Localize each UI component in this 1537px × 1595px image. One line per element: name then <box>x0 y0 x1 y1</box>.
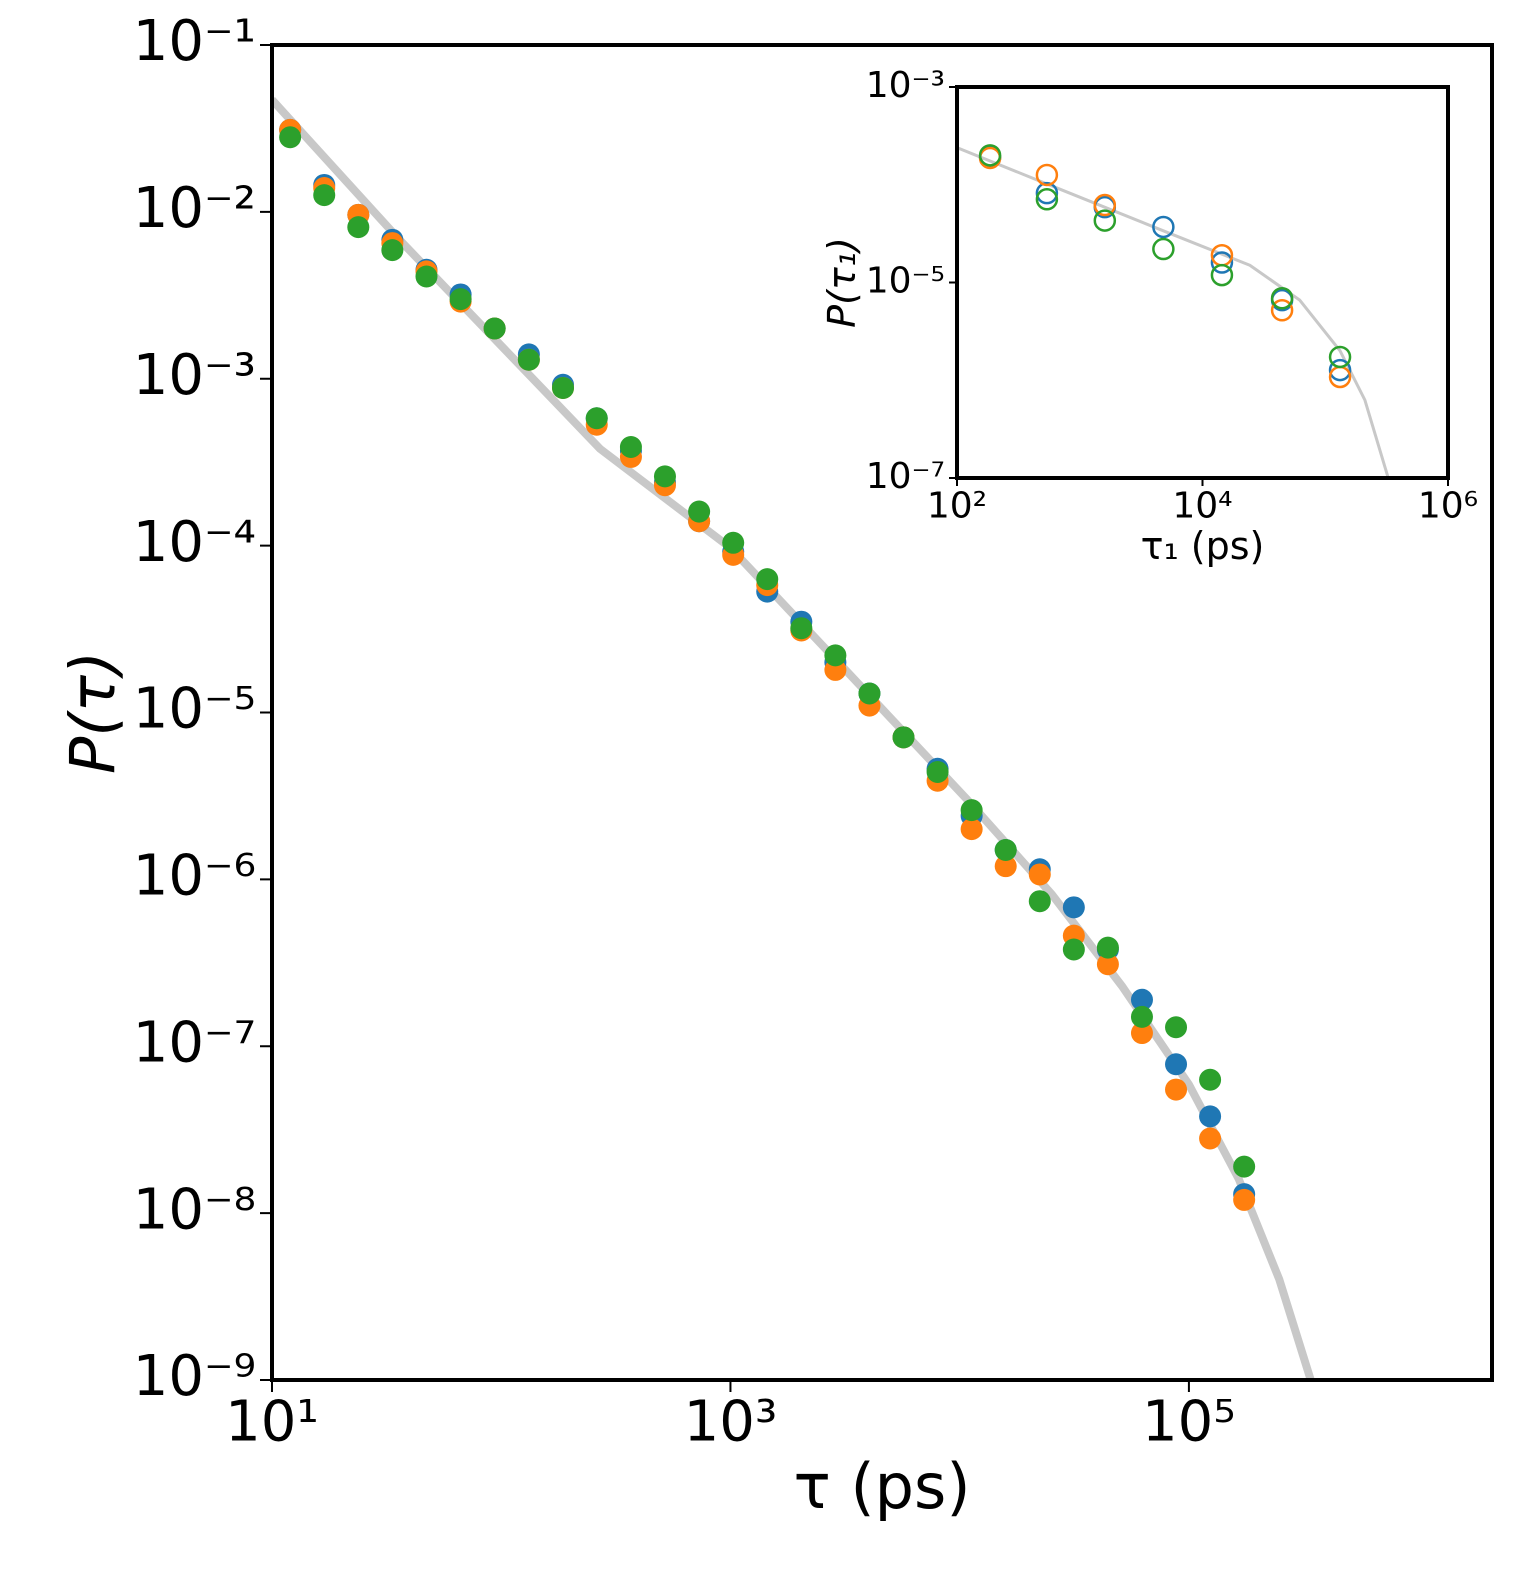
y-tick-label: 10⁻³ <box>866 65 945 106</box>
y-tick-label: 10⁻⁵ <box>133 677 256 742</box>
data-point <box>722 531 745 554</box>
data-point <box>824 644 847 667</box>
x-tick-label: 10¹ <box>225 1390 319 1455</box>
x-tick-label: 10⁶ <box>1418 486 1478 527</box>
data-point <box>1093 209 1117 232</box>
data-point <box>1028 890 1051 913</box>
data-point <box>1130 1022 1153 1045</box>
y-tick-label: 10⁻⁷ <box>133 1010 256 1075</box>
data-point <box>790 617 813 640</box>
data-point <box>483 317 506 340</box>
x-tick-label: 10⁵ <box>1142 1390 1236 1455</box>
data-point <box>381 239 404 262</box>
plot-area <box>272 97 1315 1380</box>
data-point <box>1028 863 1051 886</box>
data-point <box>756 568 779 591</box>
data-point <box>585 407 608 430</box>
data-point <box>1199 1105 1222 1128</box>
data-point <box>1199 1068 1222 1091</box>
y-tick-label: 10⁻² <box>133 176 256 241</box>
data-point <box>1210 263 1234 287</box>
y-tick-label: 10⁻³ <box>133 343 256 408</box>
data-point <box>1035 163 1059 187</box>
data-point <box>892 726 915 749</box>
data-point <box>619 435 642 458</box>
fit-line <box>957 146 1390 478</box>
x-axis-label: τ (ps) <box>793 1450 970 1523</box>
y-axis-label: P(τ₁) <box>820 237 864 328</box>
plot-area <box>957 146 1390 478</box>
plot-background <box>957 87 1448 478</box>
data-point <box>960 799 983 822</box>
data-point <box>415 265 438 288</box>
data-point <box>347 216 370 239</box>
y-tick-label: 10⁻⁴ <box>133 510 256 575</box>
axes: 10² 10⁴ 10⁶ 10⁻³ 10⁻⁵ 10⁻⁷ τ₁ (ps) P(τ₁) <box>820 65 1478 568</box>
data-point <box>1096 953 1119 976</box>
fit-line <box>272 97 1315 1380</box>
data-point <box>1165 1016 1188 1039</box>
data-point <box>1270 299 1294 322</box>
data-point <box>1130 1005 1153 1028</box>
data-point <box>994 855 1017 878</box>
y-axis-label: P(τ) <box>57 651 130 774</box>
data-point <box>978 144 1002 167</box>
data-point <box>1328 345 1352 369</box>
data-point <box>1328 358 1352 382</box>
data-point <box>1152 237 1175 261</box>
x-tick-label: 10² <box>927 486 987 527</box>
y-tick-label: 10⁻¹ <box>133 9 256 74</box>
x-axis-label: τ₁ (ps) <box>1141 524 1265 568</box>
data-point <box>1270 287 1294 310</box>
data-point <box>1035 188 1059 211</box>
data-point <box>1152 215 1175 239</box>
y-tick-label: 10⁻⁶ <box>133 844 256 909</box>
data-point <box>279 126 302 149</box>
data-point <box>1093 193 1117 217</box>
y-tick-label: 10⁻⁵ <box>866 261 945 302</box>
data-point <box>926 760 949 783</box>
data-point <box>1233 1155 1256 1178</box>
data-point <box>517 348 540 371</box>
data-point <box>1233 1188 1256 1211</box>
data-point <box>688 500 711 523</box>
data-point <box>1130 988 1153 1011</box>
data-point <box>1165 1053 1188 1076</box>
y-tick-label: 10⁻⁹ <box>133 1344 256 1409</box>
data-point <box>960 818 983 841</box>
data-point <box>653 465 676 488</box>
data-point <box>1096 936 1119 959</box>
y-tick-label: 10⁻⁷ <box>866 456 945 497</box>
data-point <box>449 288 472 311</box>
data-point <box>1210 251 1234 274</box>
data-point <box>994 838 1017 861</box>
data-point <box>1165 1078 1188 1101</box>
data-point <box>313 184 336 207</box>
data-point <box>858 682 881 705</box>
data-point <box>1062 896 1085 919</box>
data-point <box>1062 938 1085 961</box>
x-tick-label: 10⁴ <box>1172 486 1232 527</box>
data-point <box>1199 1127 1222 1150</box>
data-point <box>1035 181 1059 205</box>
y-tick-label: 10⁻⁸ <box>133 1177 256 1242</box>
data-point <box>552 377 575 400</box>
x-tick-label: 10³ <box>684 1390 778 1455</box>
